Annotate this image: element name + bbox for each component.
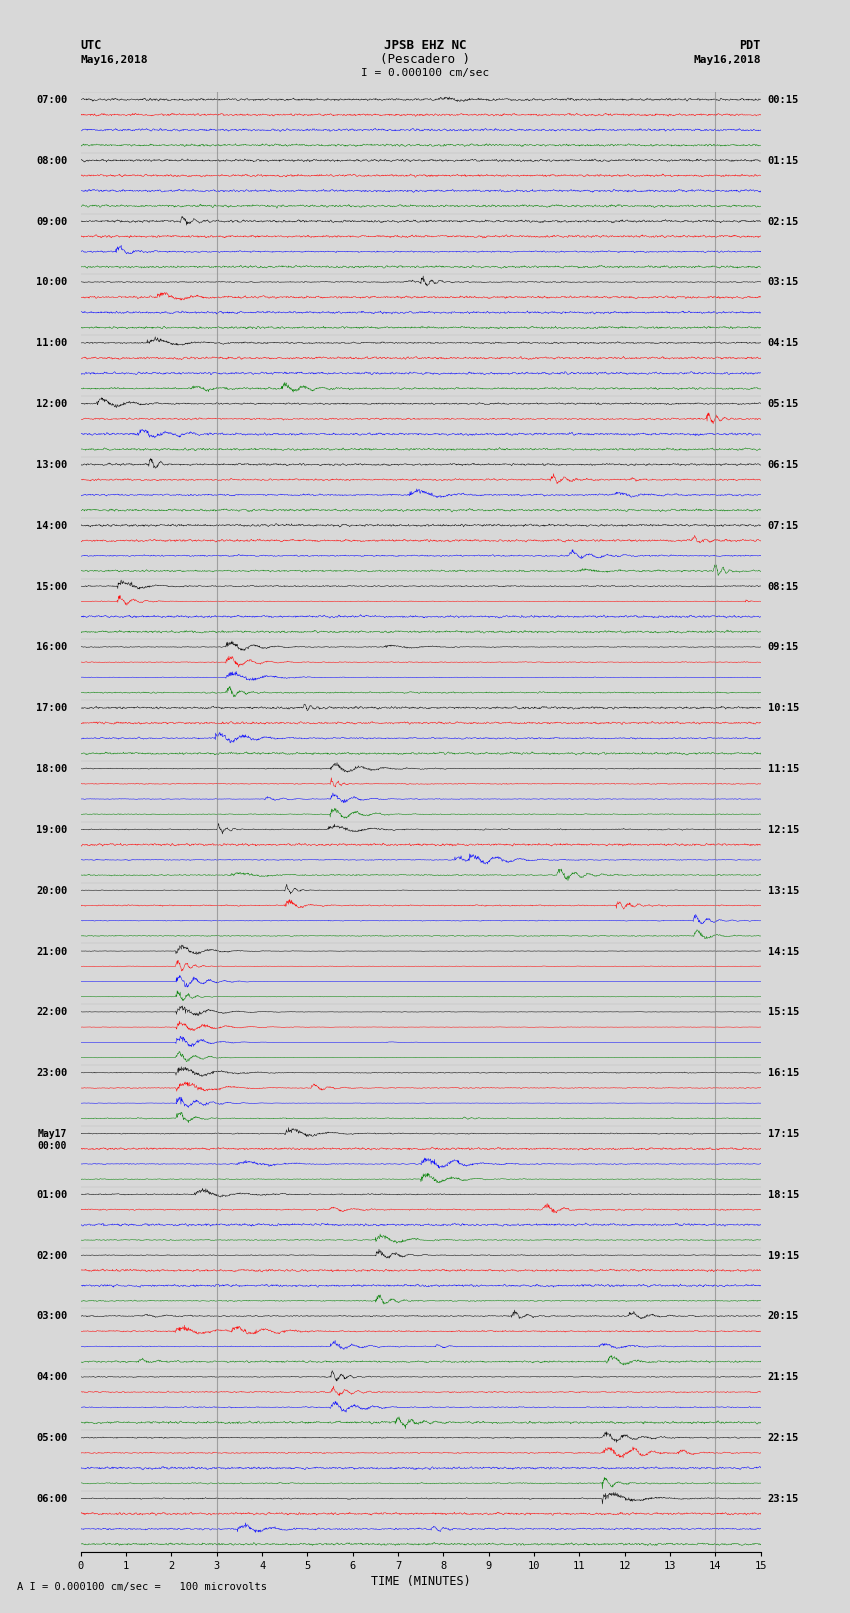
Text: 08:15: 08:15 (768, 582, 799, 592)
Text: 10:00: 10:00 (36, 277, 67, 287)
Text: 00:15: 00:15 (768, 95, 799, 105)
Text: 12:15: 12:15 (768, 824, 799, 836)
Text: 05:15: 05:15 (768, 398, 799, 410)
Text: 13:00: 13:00 (36, 460, 67, 469)
Text: UTC: UTC (81, 39, 102, 53)
Text: 03:15: 03:15 (768, 277, 799, 287)
Text: 09:00: 09:00 (36, 216, 67, 227)
Text: 17:00: 17:00 (36, 703, 67, 713)
Text: 03:00: 03:00 (36, 1311, 67, 1321)
Text: A I = 0.000100 cm/sec =   100 microvolts: A I = 0.000100 cm/sec = 100 microvolts (17, 1582, 267, 1592)
Text: 12:00: 12:00 (36, 398, 67, 410)
Text: 01:15: 01:15 (768, 156, 799, 166)
Text: 00:00: 00:00 (37, 1140, 67, 1152)
Text: 15:15: 15:15 (768, 1008, 799, 1018)
Text: 11:00: 11:00 (36, 339, 67, 348)
Text: May16,2018: May16,2018 (694, 55, 761, 65)
Text: 16:15: 16:15 (768, 1068, 799, 1077)
X-axis label: TIME (MINUTES): TIME (MINUTES) (371, 1574, 471, 1587)
Text: 19:00: 19:00 (36, 824, 67, 836)
Text: 22:15: 22:15 (768, 1432, 799, 1444)
Text: 13:15: 13:15 (768, 886, 799, 895)
Text: JPSB EHZ NC: JPSB EHZ NC (383, 39, 467, 53)
Text: May17: May17 (37, 1129, 67, 1139)
Text: 02:00: 02:00 (36, 1250, 67, 1261)
Text: 23:15: 23:15 (768, 1494, 799, 1503)
Text: 04:15: 04:15 (768, 339, 799, 348)
Text: 21:00: 21:00 (36, 947, 67, 957)
Text: May16,2018: May16,2018 (81, 55, 148, 65)
Text: 21:15: 21:15 (768, 1373, 799, 1382)
Text: (Pescadero ): (Pescadero ) (380, 53, 470, 66)
Text: 17:15: 17:15 (768, 1129, 799, 1139)
Text: 04:00: 04:00 (36, 1373, 67, 1382)
Text: I = 0.000100 cm/sec: I = 0.000100 cm/sec (361, 68, 489, 77)
Text: 23:00: 23:00 (36, 1068, 67, 1077)
Text: 19:15: 19:15 (768, 1250, 799, 1261)
Text: 18:15: 18:15 (768, 1190, 799, 1200)
Text: 06:15: 06:15 (768, 460, 799, 469)
Text: 18:00: 18:00 (36, 765, 67, 774)
Text: 05:00: 05:00 (36, 1432, 67, 1444)
Text: PDT: PDT (740, 39, 761, 53)
Text: 09:15: 09:15 (768, 642, 799, 652)
Text: 15:00: 15:00 (36, 582, 67, 592)
Text: 16:00: 16:00 (36, 642, 67, 652)
Text: 02:15: 02:15 (768, 216, 799, 227)
Text: 08:00: 08:00 (36, 156, 67, 166)
Text: 07:15: 07:15 (768, 521, 799, 531)
Text: 11:15: 11:15 (768, 765, 799, 774)
Text: 06:00: 06:00 (36, 1494, 67, 1503)
Text: 14:00: 14:00 (36, 521, 67, 531)
Text: 20:00: 20:00 (36, 886, 67, 895)
Text: 10:15: 10:15 (768, 703, 799, 713)
Text: 14:15: 14:15 (768, 947, 799, 957)
Text: 22:00: 22:00 (36, 1008, 67, 1018)
Text: 01:00: 01:00 (36, 1190, 67, 1200)
Text: 07:00: 07:00 (36, 95, 67, 105)
Text: 20:15: 20:15 (768, 1311, 799, 1321)
